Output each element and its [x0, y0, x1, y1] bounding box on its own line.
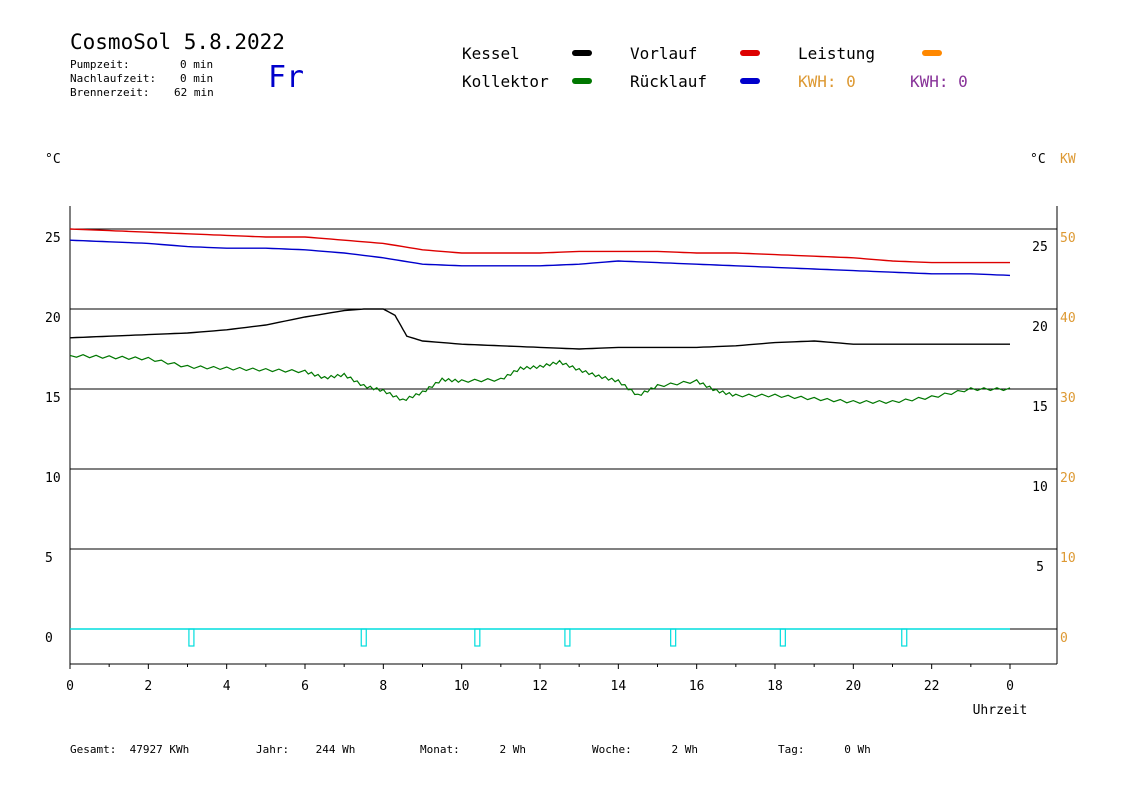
y-kw-unit: KW	[1060, 152, 1076, 167]
legend-kollektor-label: Kollektor	[462, 72, 549, 91]
y-right-tick-label: 25	[1032, 240, 1048, 255]
woche-value: 2 Wh	[671, 743, 699, 756]
brenner-label: Brennerzeit:	[70, 86, 150, 99]
pump-marker	[188, 628, 195, 647]
x-tick-label: 16	[689, 679, 705, 694]
y-kw-tick-label: 50	[1060, 231, 1076, 246]
x-tick-label: 18	[767, 679, 783, 694]
series-line-kollektor	[69, 354, 1011, 404]
jahr-label: Jahr:	[256, 743, 290, 756]
pump-marker	[670, 628, 677, 647]
y-kw-tick-label: 30	[1060, 391, 1076, 406]
y-kw-tick-label: 0	[1060, 631, 1068, 646]
pump-marker	[360, 628, 367, 647]
legend-kessel-swatch	[572, 50, 592, 56]
y-left-tick-label: 0	[45, 631, 53, 646]
legend-vorlauf-swatch	[740, 50, 760, 56]
series-line-kessel	[69, 308, 1010, 350]
footer-tag: Tag: 0 Wh	[778, 743, 871, 756]
pumpzeit-label: Pumpzeit:	[70, 58, 130, 71]
monat-label: Monat:	[420, 743, 460, 756]
nachlauf-value: 0 min	[180, 72, 214, 85]
pumpzeit-value: 0 min	[180, 58, 214, 71]
y-right-tick-label: 5	[1036, 560, 1044, 575]
y-left-unit: °C	[45, 152, 61, 167]
x-tick-label: 8	[379, 679, 387, 694]
legend-kwh-second: KWH: 0	[910, 72, 968, 91]
y-left-tick-label: 20	[45, 311, 61, 326]
pump-marker	[564, 628, 571, 647]
legend-leistung-swatch	[922, 50, 942, 56]
y-kw-tick-label: 20	[1060, 471, 1076, 486]
x-tick-label: 4	[223, 679, 231, 694]
pump-marker	[474, 628, 481, 647]
footer-woche: Woche: 2 Wh	[592, 743, 698, 756]
pump-marker	[901, 628, 908, 647]
x-tick-label: 0	[66, 679, 74, 694]
series-line-vorlauf	[69, 228, 1010, 264]
footer-gesamt: Gesamt: 47927 KWh	[70, 743, 189, 756]
y-left-tick-label: 15	[45, 391, 61, 406]
x-tick-label: 12	[532, 679, 548, 694]
x-tick-label: 22	[924, 679, 940, 694]
y-left-tick-label: 5	[45, 551, 53, 566]
monat-value: 2 Wh	[499, 743, 527, 756]
gesamt-value: 47927 KWh	[129, 743, 190, 756]
y-right-tick-label: 20	[1032, 320, 1048, 335]
jahr-value: 244 Wh	[315, 743, 356, 756]
y-kw-tick-label: 40	[1060, 311, 1076, 326]
weekday: Fr	[268, 60, 305, 95]
y-right-tick-label: 15	[1032, 400, 1048, 415]
legend-ruecklauf-label: Rücklauf	[630, 72, 708, 91]
x-tick-label: 6	[301, 679, 309, 694]
y-left-tick-label: 25	[45, 231, 61, 246]
woche-label: Woche:	[592, 743, 632, 756]
x-axis-label: Uhrzeit	[973, 703, 1028, 718]
y-kw-tick-label: 10	[1060, 551, 1076, 566]
brenner-row: Brennerzeit: 62 min	[70, 86, 214, 99]
page-title: CosmoSol 5.8.2022	[70, 30, 285, 54]
y-right-unit: °C	[1030, 152, 1046, 167]
x-tick-label: 0	[1006, 679, 1014, 694]
brenner-value: 62 min	[174, 86, 214, 99]
legend-vorlauf-label: Vorlauf	[630, 44, 698, 63]
x-tick-label: 14	[611, 679, 627, 694]
legend-kessel-label: Kessel	[462, 44, 520, 63]
legend-kwh-leistung: KWH: 0	[798, 72, 856, 91]
series-line-ruecklauf	[69, 239, 1011, 277]
x-tick-label: 2	[144, 679, 152, 694]
gesamt-label: Gesamt:	[70, 743, 117, 756]
tag-value: 0 Wh	[844, 743, 871, 756]
pump-marker	[779, 628, 786, 647]
x-tick-label: 10	[454, 679, 470, 694]
legend-kollektor-swatch	[572, 78, 592, 84]
nachlauf-label: Nachlaufzeit:	[70, 72, 157, 85]
footer-monat: Monat: 2 Wh	[420, 743, 526, 756]
x-tick-label: 20	[846, 679, 862, 694]
legend-ruecklauf-swatch	[740, 78, 760, 84]
footer-jahr: Jahr: 244 Wh	[256, 743, 355, 756]
legend-leistung-label: Leistung	[798, 44, 876, 63]
nachlauf-row: Nachlaufzeit: 0 min	[70, 72, 213, 85]
y-left-tick-label: 10	[45, 471, 61, 486]
pumpzeit-row: Pumpzeit: 0 min	[70, 58, 213, 71]
tag-label: Tag:	[778, 743, 805, 756]
y-right-tick-label: 10	[1032, 480, 1048, 495]
